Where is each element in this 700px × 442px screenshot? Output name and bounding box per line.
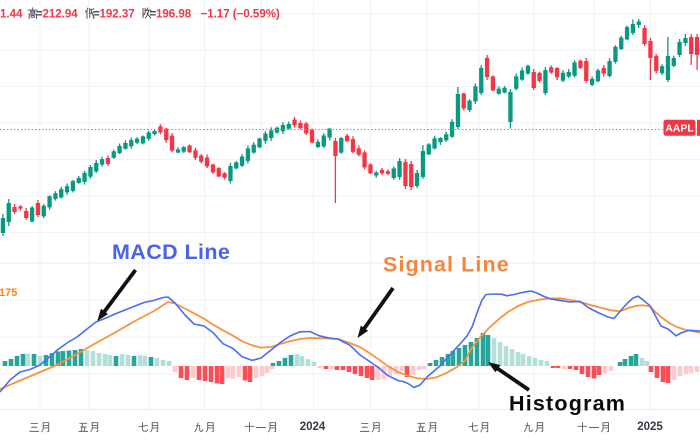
svg-text:1.44: 1.44 <box>0 9 23 21</box>
svg-text:196.98: 196.98 <box>156 9 192 21</box>
svg-text:=: = <box>93 9 100 21</box>
svg-text:Signal Line: Signal Line <box>383 253 510 277</box>
svg-text:175: 175 <box>0 287 17 299</box>
svg-text:AAPL: AAPL <box>665 123 694 135</box>
svg-text:2024: 2024 <box>300 421 326 433</box>
svg-text:MACD Line: MACD Line <box>112 240 230 264</box>
svg-text:2025: 2025 <box>637 421 663 433</box>
svg-text:=: = <box>36 9 43 21</box>
svg-text:−1.17 (−0.59%): −1.17 (−0.59%) <box>201 9 280 21</box>
svg-text:=: = <box>150 9 157 21</box>
svg-text:212.94: 212.94 <box>43 9 79 21</box>
svg-text:192.37: 192.37 <box>100 9 135 21</box>
svg-text:Histogram: Histogram <box>509 392 626 416</box>
